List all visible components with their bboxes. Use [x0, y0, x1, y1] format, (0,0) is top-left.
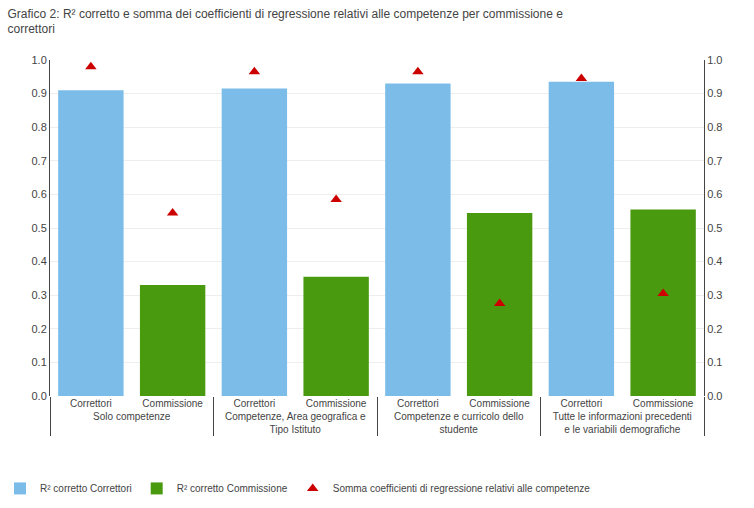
- svg-text:1.0: 1.0: [707, 54, 722, 66]
- svg-text:0.7: 0.7: [32, 155, 47, 167]
- svg-text:Competenze e curricolo dellost: Competenze e curricolo dellostudente: [394, 411, 524, 435]
- svg-text:0.4: 0.4: [707, 255, 722, 267]
- svg-text:1.0: 1.0: [32, 54, 47, 66]
- svg-text:0.8: 0.8: [32, 121, 47, 133]
- svg-text:0.5: 0.5: [707, 222, 722, 234]
- svg-text:0.2: 0.2: [707, 323, 722, 335]
- svg-text:0.1: 0.1: [32, 356, 47, 368]
- svg-text:0.0: 0.0: [707, 390, 722, 402]
- svg-text:Correttori: Correttori: [561, 398, 603, 409]
- svg-text:0.9: 0.9: [707, 87, 722, 99]
- svg-text:0.6: 0.6: [32, 188, 47, 200]
- svg-text:Commissione: Commissione: [633, 398, 694, 409]
- svg-text:Competenze, Area geografica eT: Competenze, Area geografica eTipo Istitu…: [225, 411, 366, 435]
- svg-text:0.1: 0.1: [707, 356, 722, 368]
- svg-text:0.2: 0.2: [32, 323, 47, 335]
- svg-text:Tutte le informazioni preceden: Tutte le informazioni precedentie le var…: [553, 411, 692, 435]
- svg-text:0.0: 0.0: [32, 390, 47, 402]
- svg-text:0.6: 0.6: [707, 188, 722, 200]
- svg-text:R² corretto Correttori: R² corretto Correttori: [40, 483, 132, 494]
- svg-text:0.5: 0.5: [32, 222, 47, 234]
- svg-text:Correttori: Correttori: [234, 398, 276, 409]
- svg-text:0.9: 0.9: [32, 87, 47, 99]
- svg-text:Commissione: Commissione: [142, 398, 203, 409]
- svg-text:Solo competenze: Solo competenze: [93, 411, 171, 422]
- svg-text:0.3: 0.3: [32, 289, 47, 301]
- svg-text:Commissione: Commissione: [469, 398, 530, 409]
- svg-text:R² corretto Commissione: R² corretto Commissione: [177, 483, 288, 494]
- svg-text:0.7: 0.7: [707, 155, 722, 167]
- svg-text:0.8: 0.8: [707, 121, 722, 133]
- svg-text:Correttori: Correttori: [70, 398, 112, 409]
- svg-text:Grafico 2: R² corretto e somma: Grafico 2: R² corretto e somma dei coeff…: [8, 7, 564, 37]
- svg-text:0.3: 0.3: [707, 289, 722, 301]
- svg-text:Commissione: Commissione: [306, 398, 367, 409]
- svg-text:Correttori: Correttori: [397, 398, 439, 409]
- svg-text:Somma coefficienti di regressi: Somma coefficienti di regressione relati…: [333, 483, 591, 494]
- svg-text:0.4: 0.4: [32, 255, 47, 267]
